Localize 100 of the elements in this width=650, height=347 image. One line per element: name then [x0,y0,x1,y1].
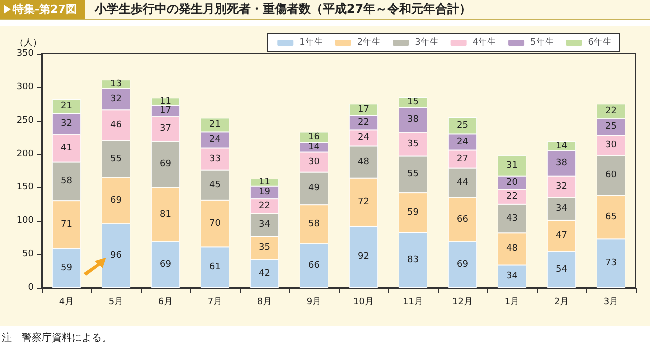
data-label: 30 [308,157,320,168]
y-tick-label: 250 [16,116,34,126]
data-label: 30 [606,140,618,151]
data-label: 25 [606,122,617,132]
y-tick-label: 0 [28,283,34,293]
legend-label: 1年生 [300,37,324,48]
data-label: 22 [259,201,270,212]
data-label: 11 [160,96,172,107]
data-label: 35 [259,243,270,254]
data-label: 35 [408,140,419,150]
data-label: 60 [606,170,618,181]
legend-label: 3年生 [415,37,439,48]
data-label: 17 [358,104,370,115]
data-label: 14 [308,142,320,153]
data-label: 31 [506,160,518,171]
y-axis-title: （人） [15,38,42,48]
data-label: 48 [358,157,370,168]
data-label: 22 [358,118,370,128]
data-label: 69 [457,260,469,270]
data-label: 83 [408,255,419,266]
data-label: 41 [61,144,72,154]
data-label: 13 [110,79,122,90]
y-tick-label: 200 [16,149,34,160]
data-label: 17 [160,106,172,116]
x-tick-label: 3月 [604,298,619,308]
data-label: 49 [308,184,320,194]
data-label: 66 [308,260,320,271]
legend-label: 2年生 [357,37,382,48]
x-tick-label: 6月 [158,298,174,308]
data-label: 21 [61,101,72,112]
data-label: 32 [556,182,568,192]
data-label: 42 [259,268,270,279]
data-label: 38 [556,158,568,169]
data-label: 71 [61,220,72,230]
data-label: 48 [506,244,518,254]
x-tick-label: 10月 [354,298,374,308]
data-label: 55 [110,154,122,164]
y-tick-label: 50 [22,250,34,260]
data-label: 21 [210,120,221,130]
chart-title: 小学生歩行中の発生月別死者・重傷者数（平成27年～令和元年合計） [94,1,472,18]
data-label: 59 [408,208,420,218]
data-label: 32 [61,119,72,130]
data-label: 70 [210,218,222,229]
data-label: 46 [110,120,122,131]
legend-label: 5年生 [530,37,554,48]
chart-subtitle: 特集-第27図 [0,0,85,19]
x-tick-label: 11月 [403,298,424,308]
data-label: 34 [556,204,568,214]
data-label: 33 [210,154,221,164]
x-tick-label: 1月 [504,298,520,308]
data-label: 45 [210,180,221,190]
data-label: 58 [308,219,320,230]
x-tick-label: 5月 [108,298,124,308]
y-tick-label: 300 [16,82,34,92]
data-label: 65 [606,212,617,222]
data-label: 16 [308,132,320,143]
data-label: 34 [259,220,271,230]
x-tick-label: 8月 [257,298,272,308]
x-tick-label: 4月 [59,298,74,308]
data-label: 22 [506,192,518,202]
x-tick-label: 9月 [306,298,322,308]
data-label: 24 [358,133,370,144]
data-label: 22 [606,106,617,116]
data-label: 25 [457,120,468,131]
data-label: 37 [160,124,172,134]
data-label: 27 [457,154,468,164]
data-label: 11 [259,178,270,188]
y-tick-label: 100 [16,216,34,226]
data-label: 72 [358,197,370,208]
data-label: 69 [110,196,122,206]
data-label: 24 [210,135,222,146]
legend-label: 6年生 [588,37,612,48]
data-label: 43 [506,214,518,224]
data-label: 59 [61,263,73,274]
data-label: 92 [358,252,370,262]
data-label: 96 [110,250,122,261]
data-label: 34 [506,272,518,282]
data-label: 73 [606,258,617,269]
data-label: 15 [408,97,419,108]
text: 注 警察庁資料による。 [2,332,112,345]
data-label: 69 [160,260,172,270]
data-label: 32 [110,94,122,104]
legend-label: 4年生 [472,37,497,48]
y-tick-label: 150 [16,182,34,193]
data-label: 66 [457,214,469,225]
data-label: 69 [160,160,172,170]
data-label: 81 [160,210,172,220]
data-label: 14 [556,141,568,152]
data-label: 24 [457,137,469,148]
data-label: 20 [506,178,518,188]
x-tick-label: 12月 [452,298,473,308]
x-tick-label: 2月 [554,298,570,308]
data-label: 47 [556,231,568,242]
data-label: 61 [210,262,221,273]
data-label: 54 [556,264,568,275]
data-label: 19 [259,188,271,198]
data-label: 55 [408,170,419,180]
data-label: 38 [408,115,420,126]
x-tick-label: 7月 [208,298,223,308]
y-tick-label: 350 [16,49,34,59]
